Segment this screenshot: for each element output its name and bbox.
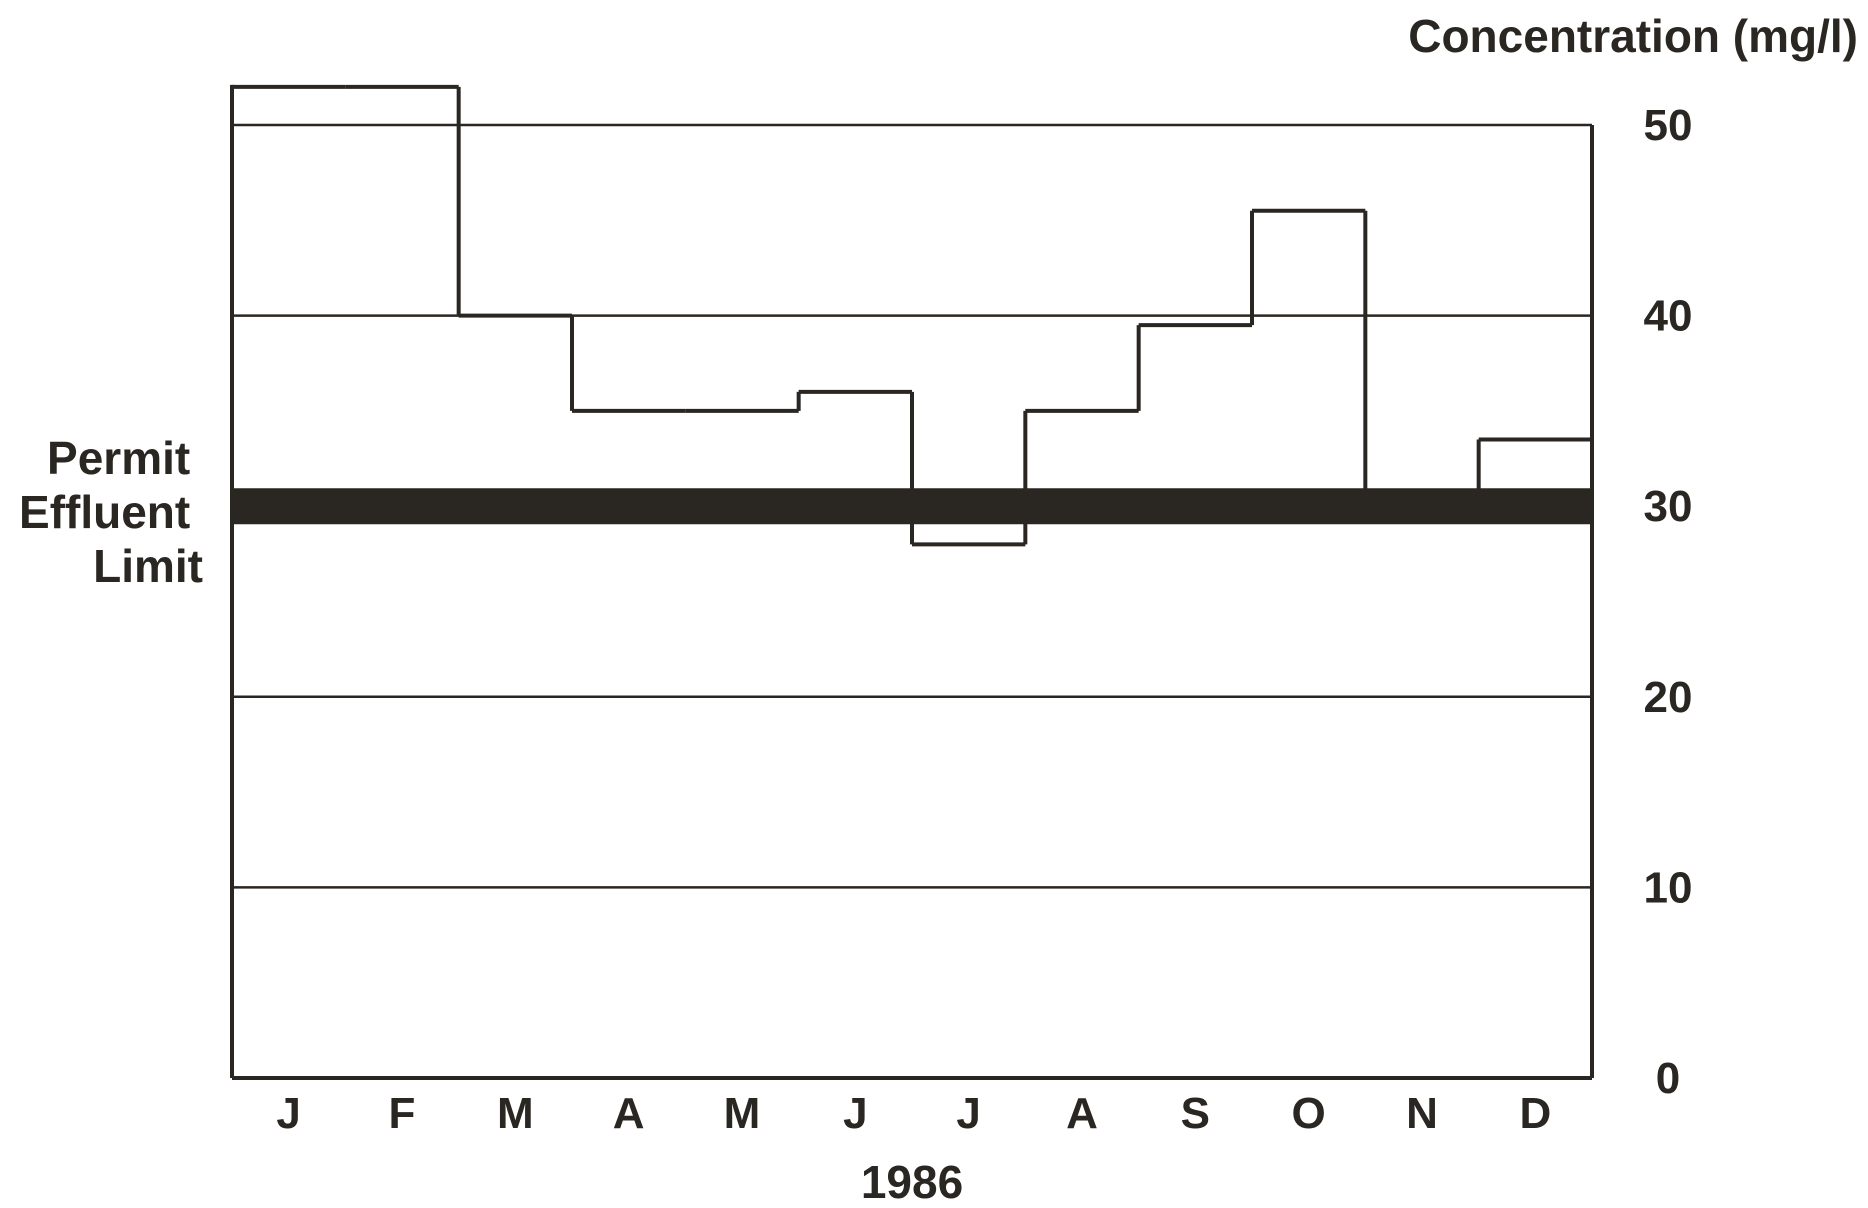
y-axis-label: Concentration (mg/l) bbox=[1408, 10, 1858, 62]
x-tick-label-M-5: M bbox=[724, 1089, 761, 1138]
x-tick-label-A-8: A bbox=[1066, 1089, 1098, 1138]
x-tick-label-J-7: J bbox=[956, 1089, 980, 1138]
y-tick-label-0: 0 bbox=[1656, 1054, 1680, 1103]
y-tick-label-10: 10 bbox=[1644, 863, 1693, 912]
permit-limit-label-line-1: Permit bbox=[47, 432, 190, 484]
x-tick-label-J-1: J bbox=[276, 1089, 300, 1138]
y-tick-label-50: 50 bbox=[1644, 101, 1693, 150]
y-tick-label-40: 40 bbox=[1644, 292, 1693, 341]
permit-limit-label-line-2: Effluent bbox=[19, 486, 190, 538]
x-tick-label-F-2: F bbox=[389, 1089, 416, 1138]
x-tick-label-A-4: A bbox=[613, 1089, 645, 1138]
bars bbox=[232, 84, 1592, 547]
x-tick-label-O-10: O bbox=[1292, 1089, 1326, 1138]
y-tick-label-20: 20 bbox=[1644, 673, 1693, 722]
x-tick-label-J-6: J bbox=[843, 1089, 867, 1138]
x-tick-label-N-11: N bbox=[1406, 1089, 1438, 1138]
x-tick-label-M-3: M bbox=[497, 1089, 534, 1138]
plot-frame bbox=[230, 84, 1594, 1080]
y-tick-labels: 0 10 20 30 40 50 bbox=[1644, 101, 1693, 1103]
x-axis-label: 1986 bbox=[861, 1156, 963, 1208]
permit-limit-label: Permit Effluent Limit bbox=[19, 432, 203, 592]
x-tick-label-D-12: D bbox=[1519, 1089, 1551, 1138]
permit-limit-label-line-3: Limit bbox=[93, 540, 203, 592]
x-tick-label-S-9: S bbox=[1181, 1089, 1210, 1138]
y-tick-label-30: 30 bbox=[1644, 482, 1693, 531]
